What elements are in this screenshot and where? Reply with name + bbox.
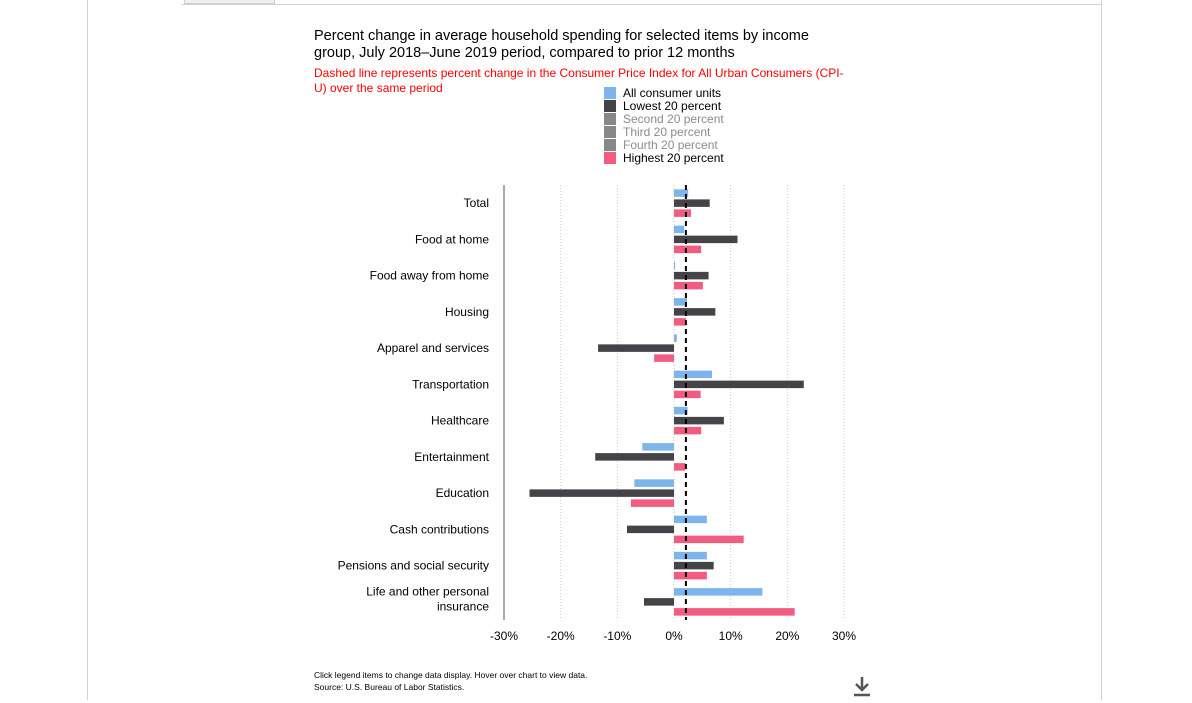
x-tick-label: 20% xyxy=(775,629,799,643)
x-tick-label: -20% xyxy=(547,629,575,643)
bar xyxy=(674,551,707,560)
bar xyxy=(674,380,804,389)
legend-label: All consumer units xyxy=(623,86,722,100)
bar xyxy=(674,561,714,570)
legend-swatch xyxy=(604,113,616,125)
chart-footer: Click legend items to change data displa… xyxy=(314,669,587,693)
legend-label: Lowest 20 percent xyxy=(623,99,722,113)
bar xyxy=(674,390,701,399)
legend-swatch xyxy=(604,87,616,99)
bar xyxy=(674,535,744,544)
bar xyxy=(674,334,677,342)
legend-label: Highest 20 percent xyxy=(623,151,724,165)
bar xyxy=(674,318,686,326)
bar xyxy=(626,525,674,534)
bar xyxy=(529,489,674,497)
bar xyxy=(634,479,674,487)
bar xyxy=(598,344,674,352)
bar xyxy=(674,608,795,616)
bar xyxy=(674,406,688,415)
legend-item[interactable]: Highest 20 percent xyxy=(604,152,724,165)
page-frame-top xyxy=(182,4,1102,5)
bar xyxy=(674,308,716,316)
download-icon xyxy=(854,677,870,697)
bar xyxy=(674,189,689,197)
legend-label: Second 20 percent xyxy=(623,112,724,126)
category-label: Healthcare xyxy=(431,414,489,428)
x-tick-label: 10% xyxy=(719,629,743,643)
category-label: Entertainment xyxy=(414,450,489,464)
bar xyxy=(674,281,703,290)
chart-legend: All consumer units Lowest 20 percent Secon… xyxy=(604,87,724,165)
bar xyxy=(674,416,724,425)
download-button[interactable] xyxy=(850,674,874,698)
footer-source: Source: U.S. Bureau of Labor Statistics. xyxy=(314,682,465,692)
bar xyxy=(674,588,763,596)
category-label: Cash contributions xyxy=(390,522,489,536)
x-tick-label: -30% xyxy=(490,629,518,643)
category-label: Food away from home xyxy=(370,269,490,283)
bar xyxy=(674,245,702,254)
chart-title: Percent change in average household spen… xyxy=(314,28,809,61)
bar xyxy=(654,354,674,362)
category-label: Food at home xyxy=(415,232,489,246)
page-frame-right xyxy=(1101,0,1102,700)
category-label: Life and other personal xyxy=(366,584,489,598)
category-label: Total xyxy=(464,196,489,210)
x-tick-label: 0% xyxy=(665,629,683,643)
bar xyxy=(674,235,738,244)
legend-label: Third 20 percent xyxy=(623,125,711,139)
category-label: Housing xyxy=(445,305,489,319)
category-label: Apparel and services xyxy=(377,341,489,355)
tab-stub[interactable] xyxy=(184,0,275,4)
legend-swatch xyxy=(604,139,616,151)
legend-item[interactable]: Fourth 20 percent xyxy=(604,139,724,152)
bar xyxy=(642,443,674,451)
x-tick-label: 30% xyxy=(832,629,856,643)
legend-item[interactable]: Second 20 percent xyxy=(604,113,724,126)
bar xyxy=(674,199,710,207)
chart-subtitle: Dashed line represents percent change in… xyxy=(314,66,844,95)
bar xyxy=(674,515,707,524)
bar xyxy=(595,453,674,461)
legend-swatch xyxy=(604,126,616,138)
category-label: Transportation xyxy=(412,377,489,391)
category-label: Pensions and social security xyxy=(338,559,489,573)
bar xyxy=(674,225,685,234)
legend-item[interactable]: All consumer units xyxy=(604,87,724,100)
bar xyxy=(630,499,674,507)
legend-label: Fourth 20 percent xyxy=(623,138,718,152)
legend-item[interactable]: Lowest 20 percent xyxy=(604,100,724,113)
bar xyxy=(643,598,674,606)
x-tick-label: -10% xyxy=(603,629,631,643)
bar xyxy=(674,271,709,280)
page-frame-left xyxy=(87,0,88,700)
footer-instructions: Click legend items to change data displa… xyxy=(314,670,588,680)
category-label: insurance xyxy=(437,599,489,613)
bar xyxy=(674,463,686,471)
bar xyxy=(674,298,688,306)
bar xyxy=(674,426,702,435)
legend-item[interactable]: Third 20 percent xyxy=(604,126,724,139)
category-label: Education xyxy=(436,486,489,500)
bar xyxy=(674,209,691,217)
bar xyxy=(674,370,712,379)
legend-swatch xyxy=(604,100,616,112)
legend-swatch xyxy=(604,152,616,164)
bar xyxy=(674,571,707,580)
bar xyxy=(674,261,676,270)
